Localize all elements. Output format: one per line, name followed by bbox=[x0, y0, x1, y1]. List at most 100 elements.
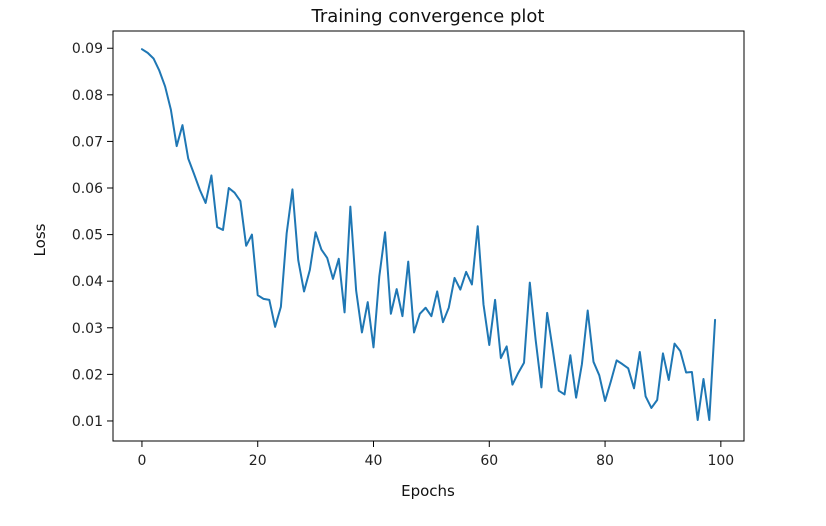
data-point bbox=[390, 313, 392, 315]
loss-series-points bbox=[141, 48, 716, 421]
y-tick-label: 0.01 bbox=[72, 414, 103, 430]
y-tick-label: 0.09 bbox=[72, 41, 103, 57]
data-point bbox=[558, 390, 560, 392]
x-tick-label: 100 bbox=[707, 453, 734, 469]
data-point bbox=[193, 173, 195, 175]
x-tick-label: 80 bbox=[596, 453, 614, 469]
data-point bbox=[338, 258, 340, 260]
data-point bbox=[320, 249, 322, 251]
data-point bbox=[668, 379, 670, 381]
data-point bbox=[373, 346, 375, 348]
data-point bbox=[170, 109, 172, 111]
data-point bbox=[251, 234, 253, 236]
y-tick-label: 0.03 bbox=[72, 321, 103, 337]
data-point bbox=[297, 259, 299, 261]
data-point bbox=[697, 419, 699, 421]
data-point bbox=[187, 158, 189, 160]
data-point bbox=[286, 232, 288, 234]
data-point bbox=[378, 276, 380, 278]
data-point bbox=[396, 288, 398, 290]
data-point bbox=[708, 419, 710, 421]
data-point bbox=[702, 378, 704, 380]
data-point bbox=[691, 371, 693, 373]
data-point bbox=[181, 124, 183, 126]
data-point bbox=[309, 269, 311, 271]
data-point bbox=[535, 338, 537, 340]
data-point bbox=[552, 350, 554, 352]
data-point bbox=[511, 384, 513, 386]
data-point bbox=[407, 261, 409, 263]
y-tick-label: 0.07 bbox=[72, 134, 103, 150]
data-point bbox=[656, 399, 658, 401]
data-point bbox=[425, 307, 427, 309]
data-point bbox=[384, 231, 386, 233]
data-point bbox=[355, 290, 357, 292]
data-point bbox=[141, 48, 143, 50]
data-point bbox=[459, 289, 461, 291]
data-point bbox=[239, 200, 241, 202]
x-tick-label: 60 bbox=[480, 453, 498, 469]
x-axis: 0 20 40 60 80 100 bbox=[137, 441, 734, 469]
data-point bbox=[506, 345, 508, 347]
data-point bbox=[263, 298, 265, 300]
data-point bbox=[569, 354, 571, 356]
data-point bbox=[158, 70, 160, 72]
data-point bbox=[344, 311, 346, 313]
data-point bbox=[465, 271, 467, 273]
data-point bbox=[413, 331, 415, 333]
data-point bbox=[315, 231, 317, 233]
y-tick-label: 0.06 bbox=[72, 181, 103, 197]
data-point bbox=[401, 315, 403, 317]
data-point bbox=[621, 363, 623, 365]
data-point bbox=[349, 206, 351, 208]
data-point bbox=[616, 359, 618, 361]
data-point bbox=[679, 350, 681, 352]
data-point bbox=[448, 307, 450, 309]
data-point bbox=[477, 225, 479, 227]
data-point bbox=[633, 387, 635, 389]
x-axis-title: Epochs bbox=[401, 482, 455, 500]
data-point bbox=[245, 245, 247, 247]
y-axis: 0.01 0.02 0.03 0.04 0.05 0.06 0.07 0.08 0.09 bbox=[72, 41, 113, 430]
data-point bbox=[454, 277, 456, 279]
data-point bbox=[216, 226, 218, 228]
data-point bbox=[361, 331, 363, 333]
data-point bbox=[581, 363, 583, 365]
data-point bbox=[587, 310, 589, 312]
data-point bbox=[268, 299, 270, 301]
data-point bbox=[436, 290, 438, 292]
data-point bbox=[199, 189, 201, 191]
data-point bbox=[529, 282, 531, 284]
data-point bbox=[546, 312, 548, 314]
data-point bbox=[153, 57, 155, 59]
data-point bbox=[575, 397, 577, 399]
x-tick-label: 0 bbox=[137, 453, 146, 469]
data-point bbox=[482, 303, 484, 305]
data-point bbox=[714, 319, 716, 321]
data-point bbox=[471, 283, 473, 285]
data-point bbox=[291, 188, 293, 190]
data-point bbox=[604, 400, 606, 402]
data-point bbox=[592, 361, 594, 363]
data-point bbox=[326, 257, 328, 259]
data-point bbox=[257, 294, 259, 296]
data-point bbox=[303, 290, 305, 292]
data-point bbox=[442, 321, 444, 323]
data-point bbox=[517, 372, 519, 374]
data-point bbox=[662, 352, 664, 354]
y-tick-label: 0.04 bbox=[72, 274, 103, 290]
y-tick-label: 0.08 bbox=[72, 88, 103, 104]
loss-series-line bbox=[140, 48, 717, 422]
data-point bbox=[674, 343, 676, 345]
data-point bbox=[280, 306, 282, 308]
data-point bbox=[234, 192, 236, 194]
data-point bbox=[176, 145, 178, 147]
data-point bbox=[494, 299, 496, 301]
data-point bbox=[500, 357, 502, 359]
data-point bbox=[430, 315, 432, 317]
data-point bbox=[639, 351, 641, 353]
data-point bbox=[645, 395, 647, 397]
y-axis-title: Loss bbox=[31, 223, 49, 256]
x-tick-label: 40 bbox=[365, 453, 383, 469]
